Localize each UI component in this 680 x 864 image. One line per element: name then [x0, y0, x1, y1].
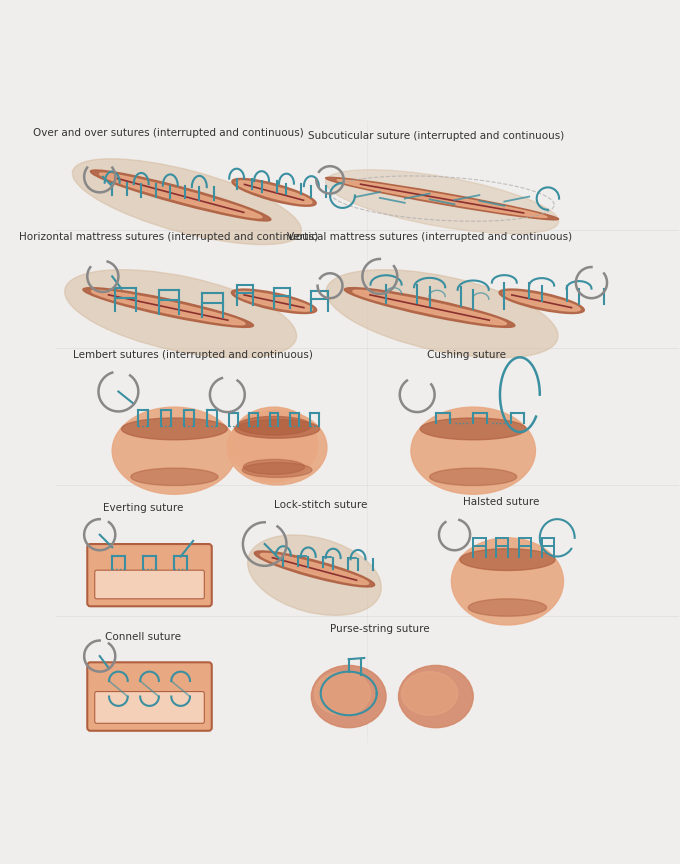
Ellipse shape — [83, 288, 254, 327]
Ellipse shape — [99, 173, 262, 218]
Ellipse shape — [398, 665, 473, 727]
Text: Lock-stitch suture: Lock-stitch suture — [274, 499, 367, 510]
Ellipse shape — [314, 671, 371, 715]
Ellipse shape — [499, 289, 584, 314]
Ellipse shape — [232, 179, 316, 206]
Ellipse shape — [460, 549, 555, 570]
Ellipse shape — [326, 270, 558, 358]
Ellipse shape — [122, 418, 227, 440]
FancyBboxPatch shape — [95, 691, 204, 723]
Text: Everting suture: Everting suture — [103, 503, 184, 513]
Ellipse shape — [469, 599, 547, 616]
Ellipse shape — [430, 468, 517, 486]
Text: Connell suture: Connell suture — [105, 632, 182, 642]
Ellipse shape — [236, 181, 312, 204]
Ellipse shape — [90, 170, 271, 221]
Ellipse shape — [411, 407, 535, 494]
Ellipse shape — [242, 462, 312, 478]
Ellipse shape — [326, 177, 558, 219]
Ellipse shape — [337, 180, 547, 218]
Ellipse shape — [237, 416, 311, 435]
Text: Over and over sutures (interrupted and continuous): Over and over sutures (interrupted and c… — [33, 128, 303, 138]
Text: Purse-string suture: Purse-string suture — [330, 625, 430, 634]
Ellipse shape — [420, 418, 526, 440]
Text: Cushing suture: Cushing suture — [428, 351, 507, 360]
Ellipse shape — [72, 159, 301, 245]
Ellipse shape — [236, 291, 312, 311]
Ellipse shape — [92, 290, 245, 325]
Ellipse shape — [452, 537, 564, 625]
Text: Lembert sutures (interrupted and continuous): Lembert sutures (interrupted and continu… — [73, 351, 313, 360]
Ellipse shape — [260, 554, 369, 584]
Ellipse shape — [112, 407, 237, 494]
Ellipse shape — [227, 410, 327, 485]
Ellipse shape — [503, 291, 580, 311]
Text: Vertical mattress sutures (interrupted and continuous): Vertical mattress sutures (interrupted a… — [287, 232, 572, 242]
Ellipse shape — [344, 288, 515, 327]
Ellipse shape — [402, 671, 458, 715]
FancyBboxPatch shape — [87, 544, 211, 607]
Ellipse shape — [254, 551, 375, 587]
Text: Subcuticular suture (interrupted and continuous): Subcuticular suture (interrupted and con… — [308, 130, 564, 141]
Ellipse shape — [353, 290, 507, 325]
Ellipse shape — [311, 665, 386, 727]
Ellipse shape — [65, 270, 296, 358]
Ellipse shape — [326, 169, 559, 233]
Text: Horizontal mattress sutures (interrupted and continuous): Horizontal mattress sutures (interrupted… — [18, 232, 318, 242]
Ellipse shape — [243, 460, 305, 474]
Ellipse shape — [248, 535, 381, 615]
Ellipse shape — [235, 420, 320, 438]
Ellipse shape — [231, 407, 318, 482]
FancyBboxPatch shape — [87, 663, 211, 731]
Ellipse shape — [231, 289, 317, 314]
FancyBboxPatch shape — [95, 570, 204, 599]
Text: Halsted suture: Halsted suture — [463, 497, 539, 506]
Ellipse shape — [131, 468, 218, 486]
